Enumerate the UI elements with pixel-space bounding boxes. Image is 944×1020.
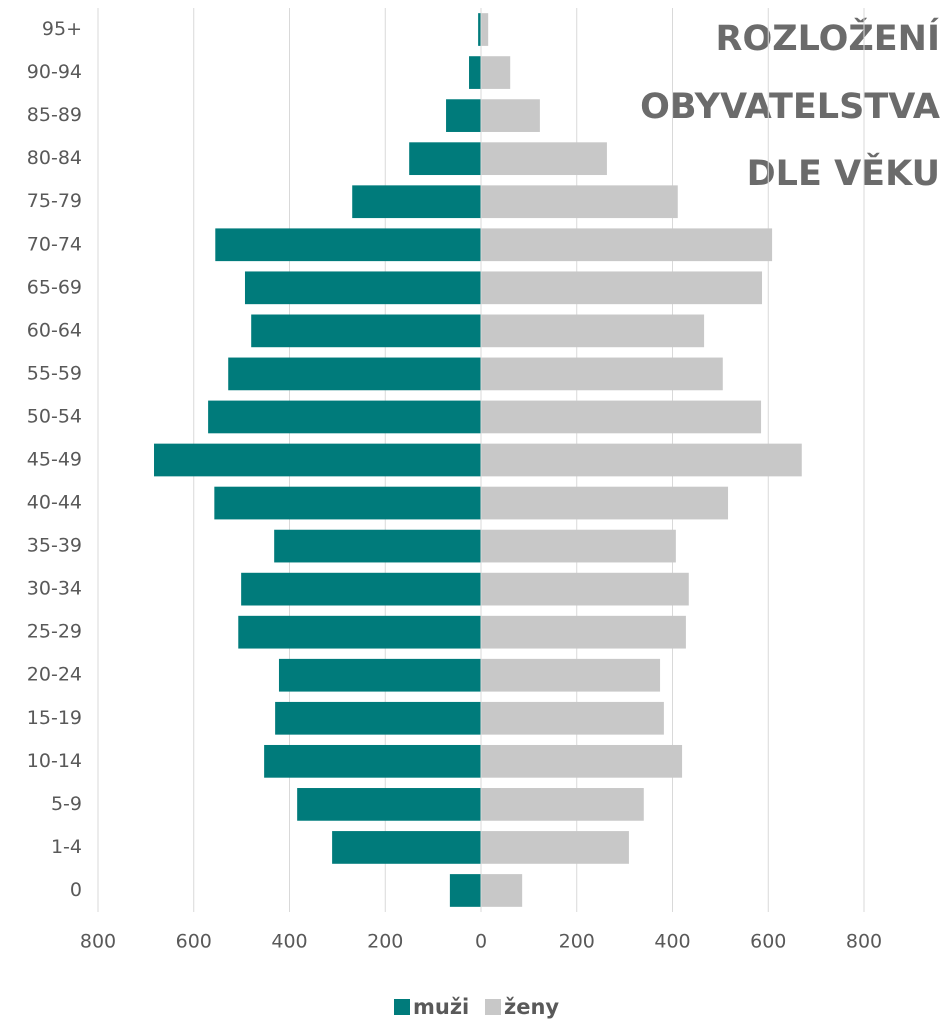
bar bbox=[481, 357, 723, 391]
bar bbox=[469, 56, 481, 89]
bar bbox=[481, 185, 678, 219]
y-tick-label: 25-29 bbox=[27, 621, 82, 643]
bar bbox=[228, 357, 481, 391]
y-tick-label: 80-84 bbox=[27, 147, 82, 169]
bar bbox=[446, 99, 481, 132]
bar bbox=[332, 831, 481, 864]
bar bbox=[481, 658, 661, 692]
bar bbox=[154, 443, 482, 477]
y-tick-label: 10-14 bbox=[27, 750, 82, 772]
y-tick-label: 45-49 bbox=[27, 449, 82, 471]
bar bbox=[275, 701, 481, 735]
bar bbox=[481, 701, 664, 735]
legend-label: ženy bbox=[504, 995, 559, 1019]
x-tick-label: 0 bbox=[475, 931, 487, 953]
bar bbox=[264, 744, 481, 778]
y-tick-label: 20-24 bbox=[27, 664, 82, 686]
x-tick-label: 400 bbox=[654, 931, 690, 953]
bar bbox=[241, 572, 481, 606]
y-tick-label: 85-89 bbox=[27, 104, 82, 126]
bar bbox=[478, 13, 481, 46]
legend-swatch bbox=[394, 999, 410, 1015]
x-tick-label: 200 bbox=[367, 931, 403, 953]
y-tick-label: 90-94 bbox=[27, 61, 82, 83]
y-tick-label: 40-44 bbox=[27, 492, 82, 514]
bar bbox=[297, 788, 481, 821]
x-tick-label: 800 bbox=[846, 931, 882, 953]
y-tick-label: 15-19 bbox=[27, 707, 82, 729]
bar bbox=[481, 271, 763, 305]
x-tick-label: 600 bbox=[176, 931, 212, 953]
y-tick-label: 70-74 bbox=[27, 233, 82, 255]
bar bbox=[481, 228, 773, 262]
bar bbox=[352, 185, 481, 219]
x-tick-label: 800 bbox=[80, 931, 116, 953]
bar bbox=[481, 314, 705, 348]
bar bbox=[481, 788, 644, 821]
bar bbox=[481, 874, 523, 907]
legend-label: muži bbox=[413, 995, 469, 1019]
bar bbox=[481, 572, 689, 606]
bar bbox=[481, 56, 511, 89]
chart-title: OBYVATELSTVA bbox=[640, 87, 940, 127]
bar bbox=[208, 400, 482, 434]
bar bbox=[481, 13, 489, 46]
bar bbox=[481, 486, 729, 520]
y-tick-label: 75-79 bbox=[27, 190, 82, 212]
bar bbox=[481, 831, 629, 864]
bar bbox=[481, 529, 676, 563]
y-tick-label: 0 bbox=[70, 879, 82, 901]
x-tick-label: 200 bbox=[559, 931, 595, 953]
bar bbox=[251, 314, 481, 348]
bar bbox=[481, 615, 686, 649]
legend-swatch bbox=[485, 999, 501, 1015]
bar bbox=[274, 529, 481, 563]
y-tick-label: 50-54 bbox=[27, 405, 82, 427]
x-tick-label: 600 bbox=[750, 931, 786, 953]
y-tick-label: 30-34 bbox=[27, 578, 82, 600]
y-tick-label: 1-4 bbox=[51, 836, 82, 858]
y-tick-label: 35-39 bbox=[27, 535, 82, 557]
x-tick-label: 400 bbox=[271, 931, 307, 953]
chart-title: ROZLOŽENÍ bbox=[716, 17, 941, 59]
bar bbox=[214, 486, 481, 520]
bar bbox=[244, 271, 481, 305]
bar bbox=[481, 443, 802, 477]
bar bbox=[481, 142, 607, 176]
y-tick-label: 95+ bbox=[42, 18, 82, 40]
bar bbox=[278, 658, 481, 692]
chart-title: DLE VĚKU bbox=[747, 152, 940, 194]
y-tick-label: 65-69 bbox=[27, 276, 82, 298]
bar bbox=[481, 744, 683, 778]
bar bbox=[409, 142, 481, 176]
bar bbox=[481, 400, 762, 434]
y-tick-label: 60-64 bbox=[27, 319, 82, 341]
bar bbox=[238, 615, 481, 649]
y-tick-label: 55-59 bbox=[27, 362, 82, 384]
y-tick-label: 5-9 bbox=[51, 793, 82, 815]
bar bbox=[215, 228, 481, 262]
bar bbox=[449, 874, 481, 907]
bar bbox=[481, 99, 540, 132]
